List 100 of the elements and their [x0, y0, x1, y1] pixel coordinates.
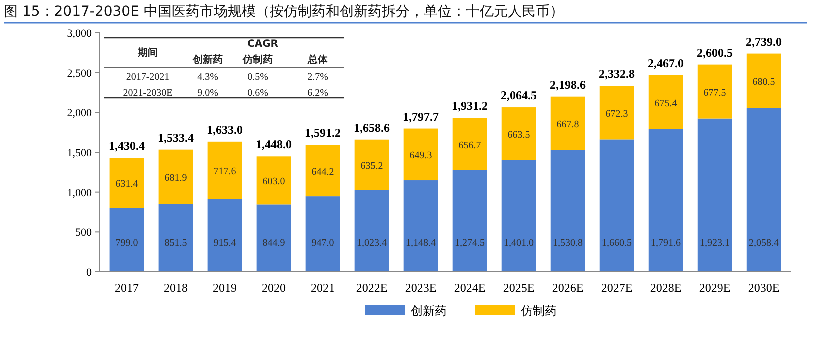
- total-label: 1,430.4: [108, 139, 145, 154]
- total-label: 1,533.4: [158, 130, 194, 145]
- data-label: 644.2: [312, 166, 334, 178]
- data-label: 663.5: [508, 130, 530, 141]
- bar: [110, 208, 144, 272]
- bar: [404, 128, 438, 181]
- data-label: 675.4: [654, 98, 678, 110]
- data-label: 1,530.8: [553, 238, 584, 249]
- data-label: 649.3: [410, 150, 432, 162]
- data-label: 851.5: [164, 238, 188, 249]
- x-tick-label: 2021: [310, 281, 335, 295]
- bar: [354, 190, 390, 272]
- bar: [746, 108, 782, 272]
- data-label: 799.0: [116, 238, 138, 249]
- annotation: 仿制药: [242, 54, 273, 66]
- data-label: 1,274.5: [455, 238, 486, 249]
- data-label: 1,023.4: [356, 238, 387, 249]
- data-label: 1,791.6: [651, 238, 682, 249]
- bar: [698, 64, 732, 119]
- total-label: 1,591.2: [304, 126, 341, 140]
- data-label: 667.8: [556, 119, 580, 130]
- bar: [208, 142, 242, 200]
- total-label: 2,467.0: [648, 56, 684, 70]
- annotation: 2017-2021: [126, 72, 170, 83]
- bar: [698, 118, 732, 272]
- bar: [502, 160, 536, 272]
- annotation: 2.7%: [308, 72, 328, 83]
- x-tick-label: 2026E: [552, 281, 584, 295]
- x-tick-label: 2029E: [699, 281, 731, 295]
- bar: [452, 170, 488, 272]
- data-label: 677.5: [704, 88, 726, 99]
- data-label: 947.0: [312, 238, 334, 249]
- bar: [550, 96, 586, 150]
- data-label: 2,058.4: [749, 238, 780, 249]
- x-tick-label: 2024E: [454, 281, 486, 295]
- total-label: 1,633.0: [206, 122, 243, 137]
- annotation: 9.0%: [198, 88, 218, 99]
- bar: [600, 140, 634, 272]
- bar: [550, 150, 586, 272]
- x-tick-label: 2030E: [748, 281, 780, 295]
- x-tick-label: 2019: [212, 281, 237, 295]
- annotation: 创新药: [192, 54, 223, 66]
- data-label: 1,401.0: [504, 238, 534, 249]
- bar: [600, 86, 634, 140]
- x-tick-label: 2027E: [601, 281, 633, 295]
- y-tick-label: 1,500: [67, 148, 92, 160]
- legend-label: 创新药: [411, 304, 447, 318]
- chart-title: 图 15：2017-2030E 中国医药市场规模（按仿制药和创新药拆分，单位：十亿元人民币）: [4, 4, 564, 20]
- total-label: 1,797.7: [402, 110, 439, 124]
- bar: [110, 158, 144, 208]
- data-label: 1,923.1: [700, 238, 730, 249]
- total-label: 2,332.8: [599, 67, 636, 82]
- bar: [404, 180, 438, 272]
- y-tick-label: 500: [76, 227, 92, 240]
- y-tick-label: 2,500: [67, 68, 92, 80]
- data-label: 1,148.4: [406, 238, 436, 249]
- annotation: 0.5%: [248, 72, 268, 83]
- data-label: 631.4: [116, 179, 138, 190]
- annotation: 6.2%: [308, 88, 328, 99]
- bar: [208, 199, 242, 272]
- total-label: 2,064.5: [501, 88, 538, 103]
- data-label: 915.4: [214, 238, 236, 249]
- data-label: 603.0: [262, 176, 286, 188]
- annotation: 4.3%: [198, 72, 218, 83]
- data-label: 844.9: [262, 238, 286, 249]
- total-label: 1,931.2: [452, 99, 488, 114]
- bar: [256, 156, 292, 205]
- bar: [158, 150, 194, 204]
- x-tick-label: 2022E: [356, 281, 388, 295]
- bar: [746, 54, 782, 108]
- bar: [502, 108, 536, 160]
- bar: [354, 140, 390, 190]
- bar: [452, 118, 488, 170]
- total-label: 1,658.6: [354, 120, 390, 135]
- data-label: 717.6: [214, 166, 236, 178]
- y-tick-label: 3,000: [67, 28, 92, 40]
- total-label: 2,739.0: [746, 34, 782, 49]
- x-tick-label: 2025E: [503, 281, 535, 295]
- annotation: 总体: [307, 54, 329, 66]
- total-label: 2,600.5: [697, 46, 734, 60]
- legend-label: 仿制药: [520, 304, 557, 318]
- data-label: 656.7: [458, 140, 482, 152]
- data-label: 1,660.5: [602, 238, 632, 249]
- bar: [648, 129, 684, 272]
- annotation: 2021-2030E: [123, 88, 173, 99]
- bar: [256, 204, 292, 272]
- data-label: 681.9: [164, 173, 188, 184]
- total-label: 2,198.6: [550, 78, 586, 92]
- annotation: 0.6%: [248, 88, 268, 99]
- x-tick-label: 2028E: [650, 281, 682, 295]
- x-tick-label: 2017: [114, 281, 139, 295]
- y-tick-label: 2,000: [67, 108, 92, 120]
- bar: [306, 196, 340, 272]
- x-tick-label: 2018: [164, 281, 188, 295]
- annotation: CAGR: [248, 39, 279, 50]
- data-label: 635.2: [360, 161, 384, 172]
- x-tick-label: 2023E: [405, 281, 437, 295]
- bar: [306, 145, 340, 197]
- bar: [648, 75, 684, 130]
- x-tick-label: 2020: [262, 281, 286, 295]
